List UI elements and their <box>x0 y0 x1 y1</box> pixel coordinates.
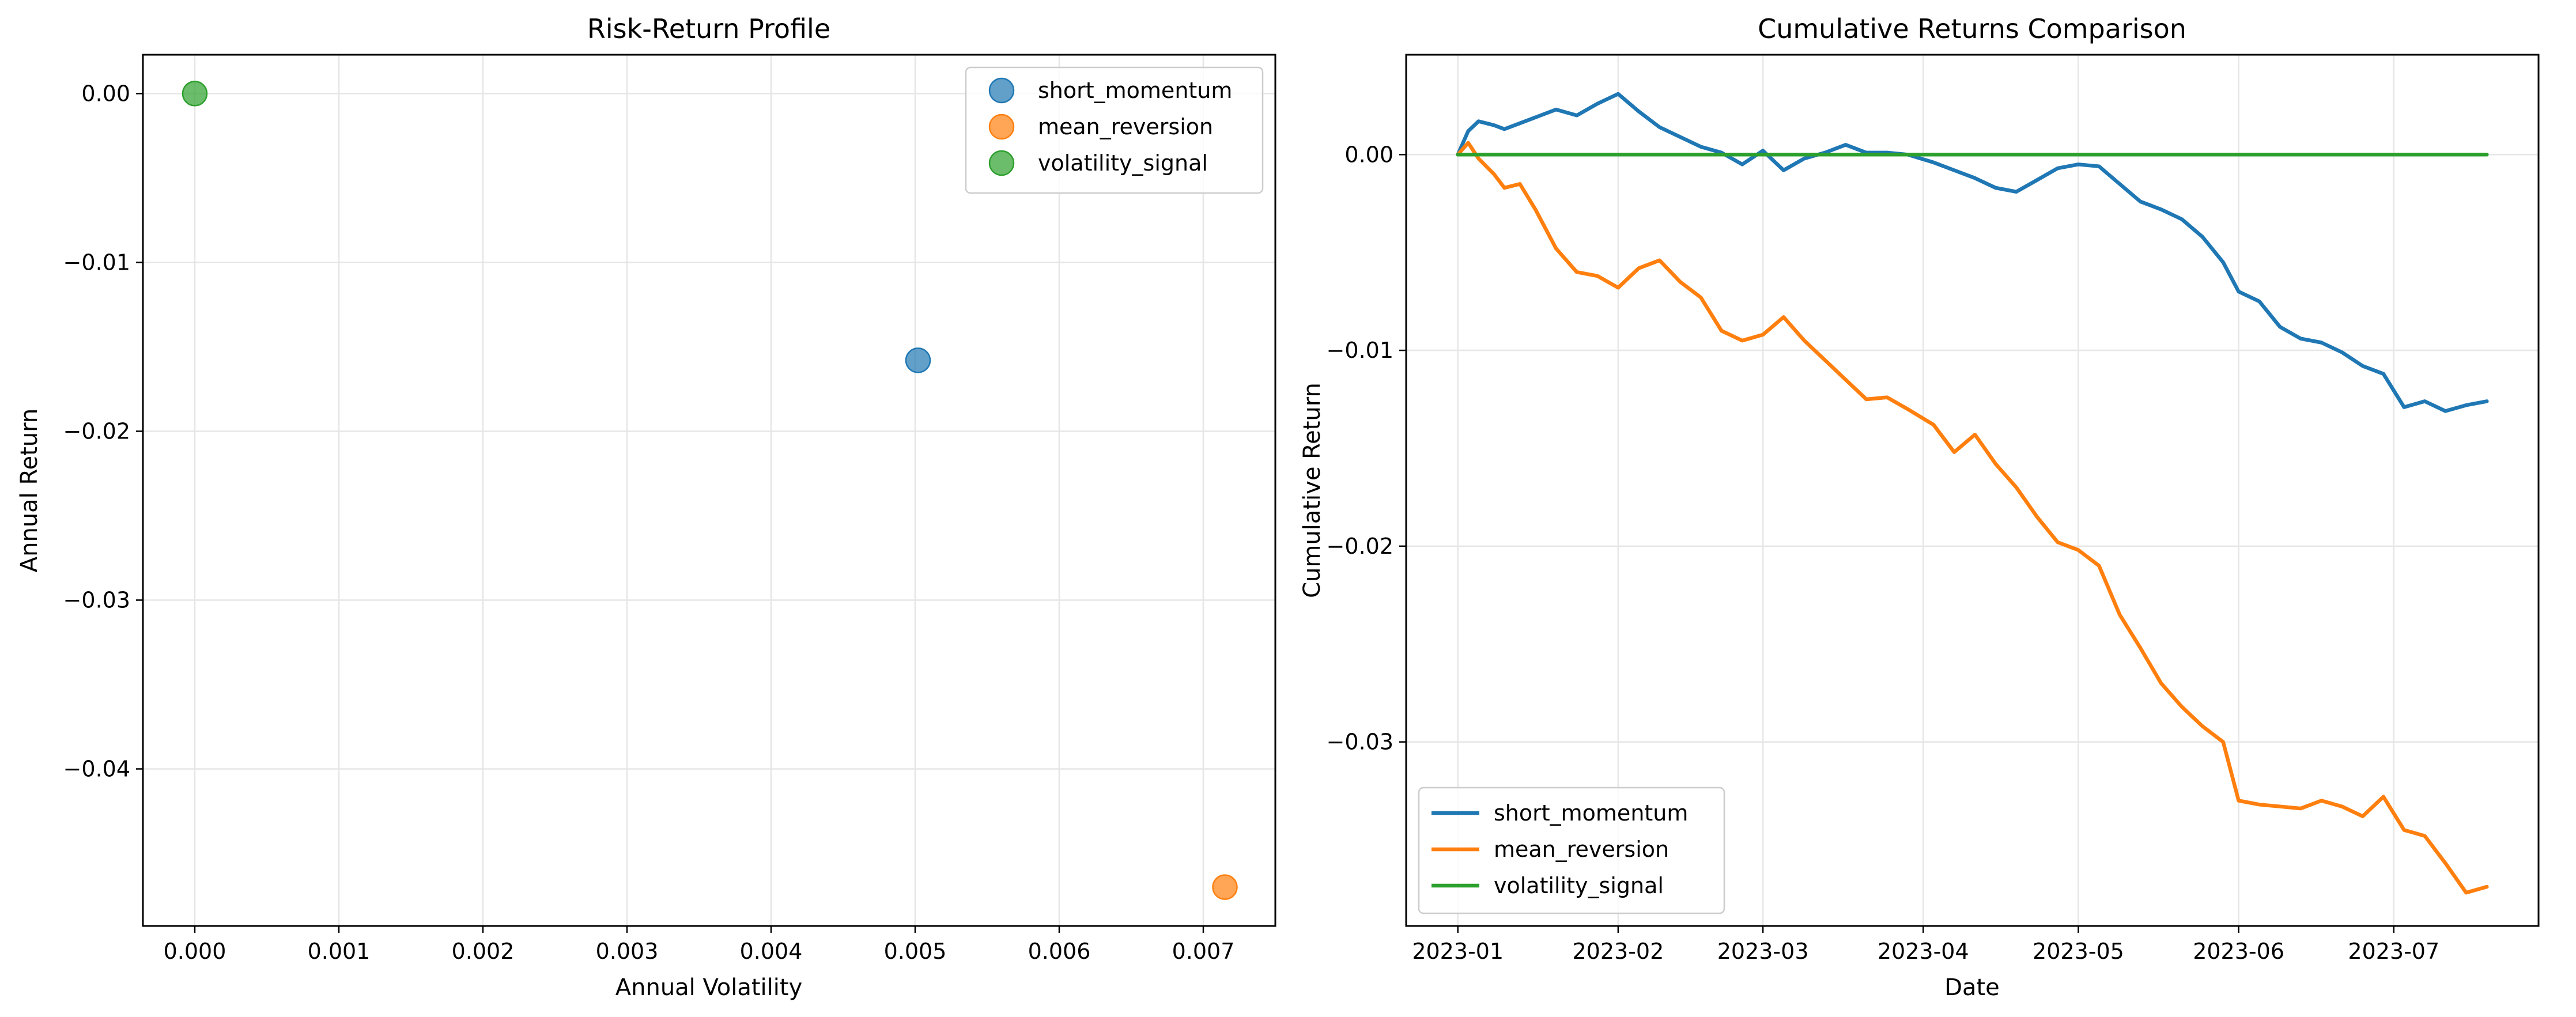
series-line-short-momentum <box>1456 92 2489 413</box>
x-tick-label: 2023-03 <box>1717 939 1809 964</box>
y-axis-label: Cumulative Return <box>1299 383 1325 598</box>
x-axis-ticks: 0.000 0.001 0.002 0.003 0.004 0.005 0.006 0.007 <box>164 926 1235 964</box>
x-tick-label: 2023-04 <box>1878 939 1969 964</box>
x-tick-label: 0.007 <box>1172 939 1235 964</box>
y-axis-label: Annual Return <box>16 409 43 573</box>
legend-label: volatility_signal <box>1038 150 1208 176</box>
legend-label: mean_reversion <box>1494 837 1669 862</box>
x-axis-label: Date <box>1944 974 2000 1001</box>
x-tick-label: 0.001 <box>308 939 371 964</box>
y-tick-label: −0.02 <box>63 418 130 444</box>
x-tick-label: 2023-02 <box>1572 939 1664 964</box>
cumulative-returns-panel: 2023-01 2023-02 2023-03 2023-04 2023-05 2023-… <box>1299 13 2540 1001</box>
y-tick-label: −0.01 <box>63 249 130 275</box>
series-lines <box>1456 92 2489 895</box>
x-tick-label: 0.003 <box>596 939 659 964</box>
chart-title: Risk-Return Profile <box>587 13 830 44</box>
y-tick-label: −0.03 <box>1327 729 1393 755</box>
x-tick-label: 2023-05 <box>2033 939 2124 964</box>
scatter-points <box>182 81 1238 900</box>
y-tick-label: −0.04 <box>63 756 130 781</box>
x-tick-label: 0.000 <box>164 939 226 964</box>
grid-lines <box>143 55 1275 926</box>
legend-marker-volatility-signal <box>988 150 1015 176</box>
y-tick-label: −0.03 <box>63 587 130 613</box>
legend: short_momentum mean_reversion volatility_s… <box>965 66 1264 194</box>
scatter-point-volatility-signal <box>182 81 208 107</box>
plot-frame <box>142 54 1276 927</box>
legend-label: mean_reversion <box>1038 114 1213 139</box>
x-tick-label: 0.004 <box>740 939 803 964</box>
y-axis-ticks: 0.00 −0.01 −0.02 −0.03 <box>1327 142 1406 755</box>
y-tick-label: 0.00 <box>1344 142 1393 167</box>
y-tick-label: −0.01 <box>1327 338 1393 363</box>
x-tick-label: 2023-07 <box>2348 939 2439 964</box>
x-axis-ticks: 2023-01 2023-02 2023-03 2023-04 2023-05 2023-… <box>1412 926 2439 964</box>
x-tick-label: 0.006 <box>1028 939 1091 964</box>
x-tick-label: 2023-06 <box>2193 939 2284 964</box>
series-line-mean-reversion <box>1456 141 2489 895</box>
legend-box <box>965 66 1264 194</box>
legend-box <box>1418 787 1725 914</box>
scatter-point-short-momentum <box>905 347 931 373</box>
legend-label: volatility_signal <box>1494 873 1664 898</box>
legend-marker-mean-reversion <box>988 114 1015 140</box>
x-tick-label: 0.005 <box>884 939 947 964</box>
legend-label: short_momentum <box>1494 800 1688 826</box>
y-axis-ticks: 0.00 −0.01 −0.02 −0.03 −0.04 <box>63 81 143 781</box>
legend-label: short_momentum <box>1038 78 1232 103</box>
legend: short_momentum mean_reversion volatility_s… <box>1418 787 1725 914</box>
plot-frame <box>1405 54 2540 927</box>
risk-return-panel: 0.000 0.001 0.002 0.003 0.004 0.005 0.006 0.007… <box>16 13 1276 1001</box>
scatter-point-mean-reversion <box>1212 874 1238 900</box>
chart-title: Cumulative Returns Comparison <box>1758 13 2186 44</box>
x-tick-label: 0.002 <box>452 939 515 964</box>
x-axis-label: Annual Volatility <box>615 974 803 1001</box>
x-tick-label: 2023-01 <box>1412 939 1504 964</box>
legend-marker-short-momentum <box>988 77 1015 104</box>
y-tick-label: 0.00 <box>81 81 130 106</box>
y-tick-label: −0.02 <box>1327 534 1393 559</box>
